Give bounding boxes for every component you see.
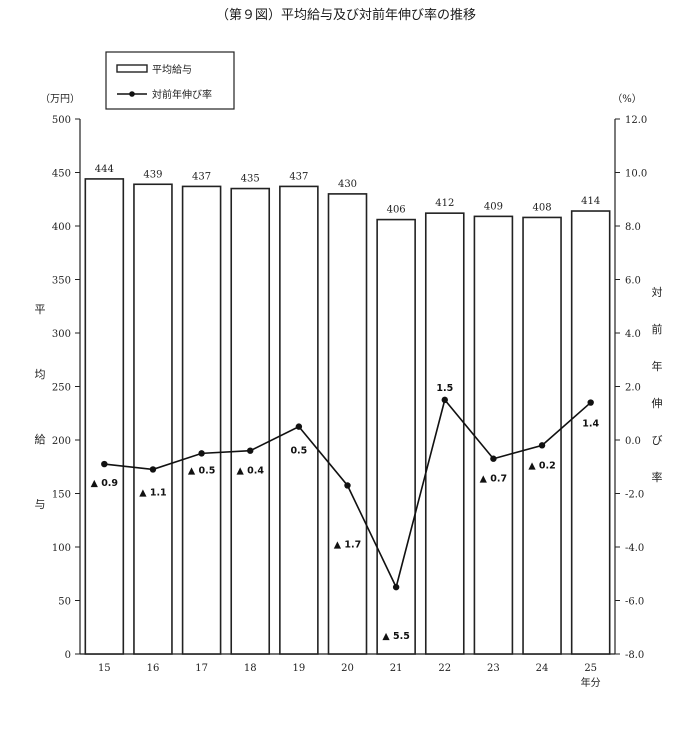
x-tick-label: 20	[341, 663, 354, 674]
legend-line-marker	[129, 91, 135, 97]
x-tick-label: 19	[292, 663, 305, 674]
bar-value-label: 435	[241, 174, 260, 185]
bar	[424, 212, 465, 655]
bar-value-label: 444	[95, 164, 114, 175]
growth-rate-label: ▲ 5.5	[382, 631, 409, 642]
right-axis-label-char: び	[652, 434, 663, 447]
left-tick-label: 50	[58, 597, 71, 608]
bar-value-label: 439	[143, 169, 162, 180]
right-tick-label: 0.0	[625, 436, 641, 447]
right-tick-label: 10.0	[625, 169, 647, 180]
x-tick-label: 18	[244, 663, 257, 674]
left-tick-label: 200	[52, 436, 71, 447]
growth-rate-label: ▲ 0.7	[480, 474, 507, 485]
right-tick-label: -6.0	[625, 597, 644, 608]
right-tick-label: 4.0	[625, 329, 641, 340]
left-tick-label: 300	[52, 329, 71, 340]
growth-rate-label: ▲ 1.7	[334, 539, 361, 550]
right-tick-label: 8.0	[625, 222, 641, 233]
growth-rate-point	[198, 450, 205, 457]
growth-rate-label: 0.5	[290, 446, 307, 457]
left-tick-label: 150	[52, 490, 71, 501]
left-axis-label-char: 均	[35, 368, 46, 381]
growth-rate-point	[295, 423, 303, 430]
growth-rate-label: ▲ 0.2	[528, 460, 555, 471]
bar-value-label: 409	[484, 201, 503, 212]
legend-label-salary: 平均給与	[152, 63, 192, 76]
bar	[327, 193, 368, 655]
bar-value-label: 412	[435, 198, 454, 209]
x-tick-label: 21	[390, 663, 403, 674]
x-tick-label: 23	[487, 663, 500, 674]
growth-rate-point	[538, 442, 546, 449]
x-tick-label: 15	[98, 663, 111, 674]
growth-rate-point	[392, 583, 400, 591]
right-axis-label-char: 対	[652, 285, 663, 299]
bar-value-label: 437	[289, 171, 308, 182]
right-axis-label-char: 率	[652, 470, 663, 484]
right-tick-label: -8.0	[625, 650, 644, 661]
legend-box	[105, 51, 235, 110]
left-axis-unit: （万円）	[40, 93, 80, 105]
left-axis-label-char: 与	[35, 498, 46, 511]
growth-rate-label: ▲ 0.5	[188, 465, 215, 476]
left-tick-label: 500	[52, 115, 71, 126]
x-tick-label: 25	[584, 663, 597, 674]
right-tick-label: 2.0	[625, 383, 641, 394]
left-axis-label-char: 給	[35, 432, 46, 446]
x-tick-label: 16	[147, 663, 160, 674]
growth-rate-point	[149, 466, 157, 473]
growth-rate-point	[490, 455, 497, 462]
right-tick-label: 6.0	[625, 276, 641, 287]
right-axis-label-char: 年	[652, 359, 663, 373]
right-axis-unit: （%）	[612, 93, 642, 105]
x-tick-label: 17	[195, 663, 208, 674]
right-tick-label: -2.0	[625, 490, 644, 501]
legend-bar-swatch	[116, 64, 148, 73]
bar	[376, 218, 416, 655]
bar	[279, 185, 319, 655]
bar	[570, 210, 611, 655]
bar-value-label: 430	[338, 179, 357, 190]
left-tick-label: 400	[52, 222, 71, 233]
left-tick-label: 250	[52, 383, 71, 394]
bar	[230, 187, 271, 655]
growth-rate-point	[587, 399, 594, 406]
legend-label-growth: 対前年伸び率	[152, 88, 212, 101]
left-tick-label: 450	[52, 169, 71, 180]
left-tick-label: 100	[52, 543, 71, 554]
left-tick-label: 0	[65, 650, 71, 661]
growth-rate-point	[101, 460, 108, 468]
growth-rate-label: 1.4	[582, 419, 599, 430]
left-tick-label: 350	[52, 276, 71, 287]
growth-rate-point	[344, 482, 351, 489]
growth-rate-label: ▲ 1.1	[139, 487, 166, 498]
growth-rate-label: ▲ 0.4	[237, 466, 265, 477]
bar-value-label: 414	[581, 196, 600, 207]
x-axis-unit: 年分	[581, 676, 601, 689]
bar	[181, 185, 222, 655]
growth-rate-point	[247, 447, 254, 454]
bar	[522, 216, 562, 655]
right-axis-label-char: 前	[652, 322, 663, 336]
bar-value-label: 408	[532, 202, 551, 213]
bar-value-label: 437	[192, 171, 211, 182]
bar-value-label: 406	[387, 205, 406, 216]
bar	[84, 178, 125, 655]
growth-rate-label: ▲ 0.9	[91, 478, 118, 489]
x-tick-label: 24	[536, 663, 549, 674]
left-axis-label-char: 平	[35, 303, 46, 316]
chart-title: （第９図）平均給与及び対前年伸び率の推移	[216, 7, 476, 23]
right-tick-label: -4.0	[625, 543, 644, 554]
growth-rate-point	[441, 396, 448, 404]
bar	[473, 215, 514, 655]
growth-rate-label: 1.5	[436, 383, 453, 394]
bar	[133, 183, 173, 655]
right-axis-label-char: 伸	[652, 397, 663, 410]
x-tick-label: 22	[438, 663, 451, 674]
right-tick-label: 12.0	[625, 115, 647, 126]
